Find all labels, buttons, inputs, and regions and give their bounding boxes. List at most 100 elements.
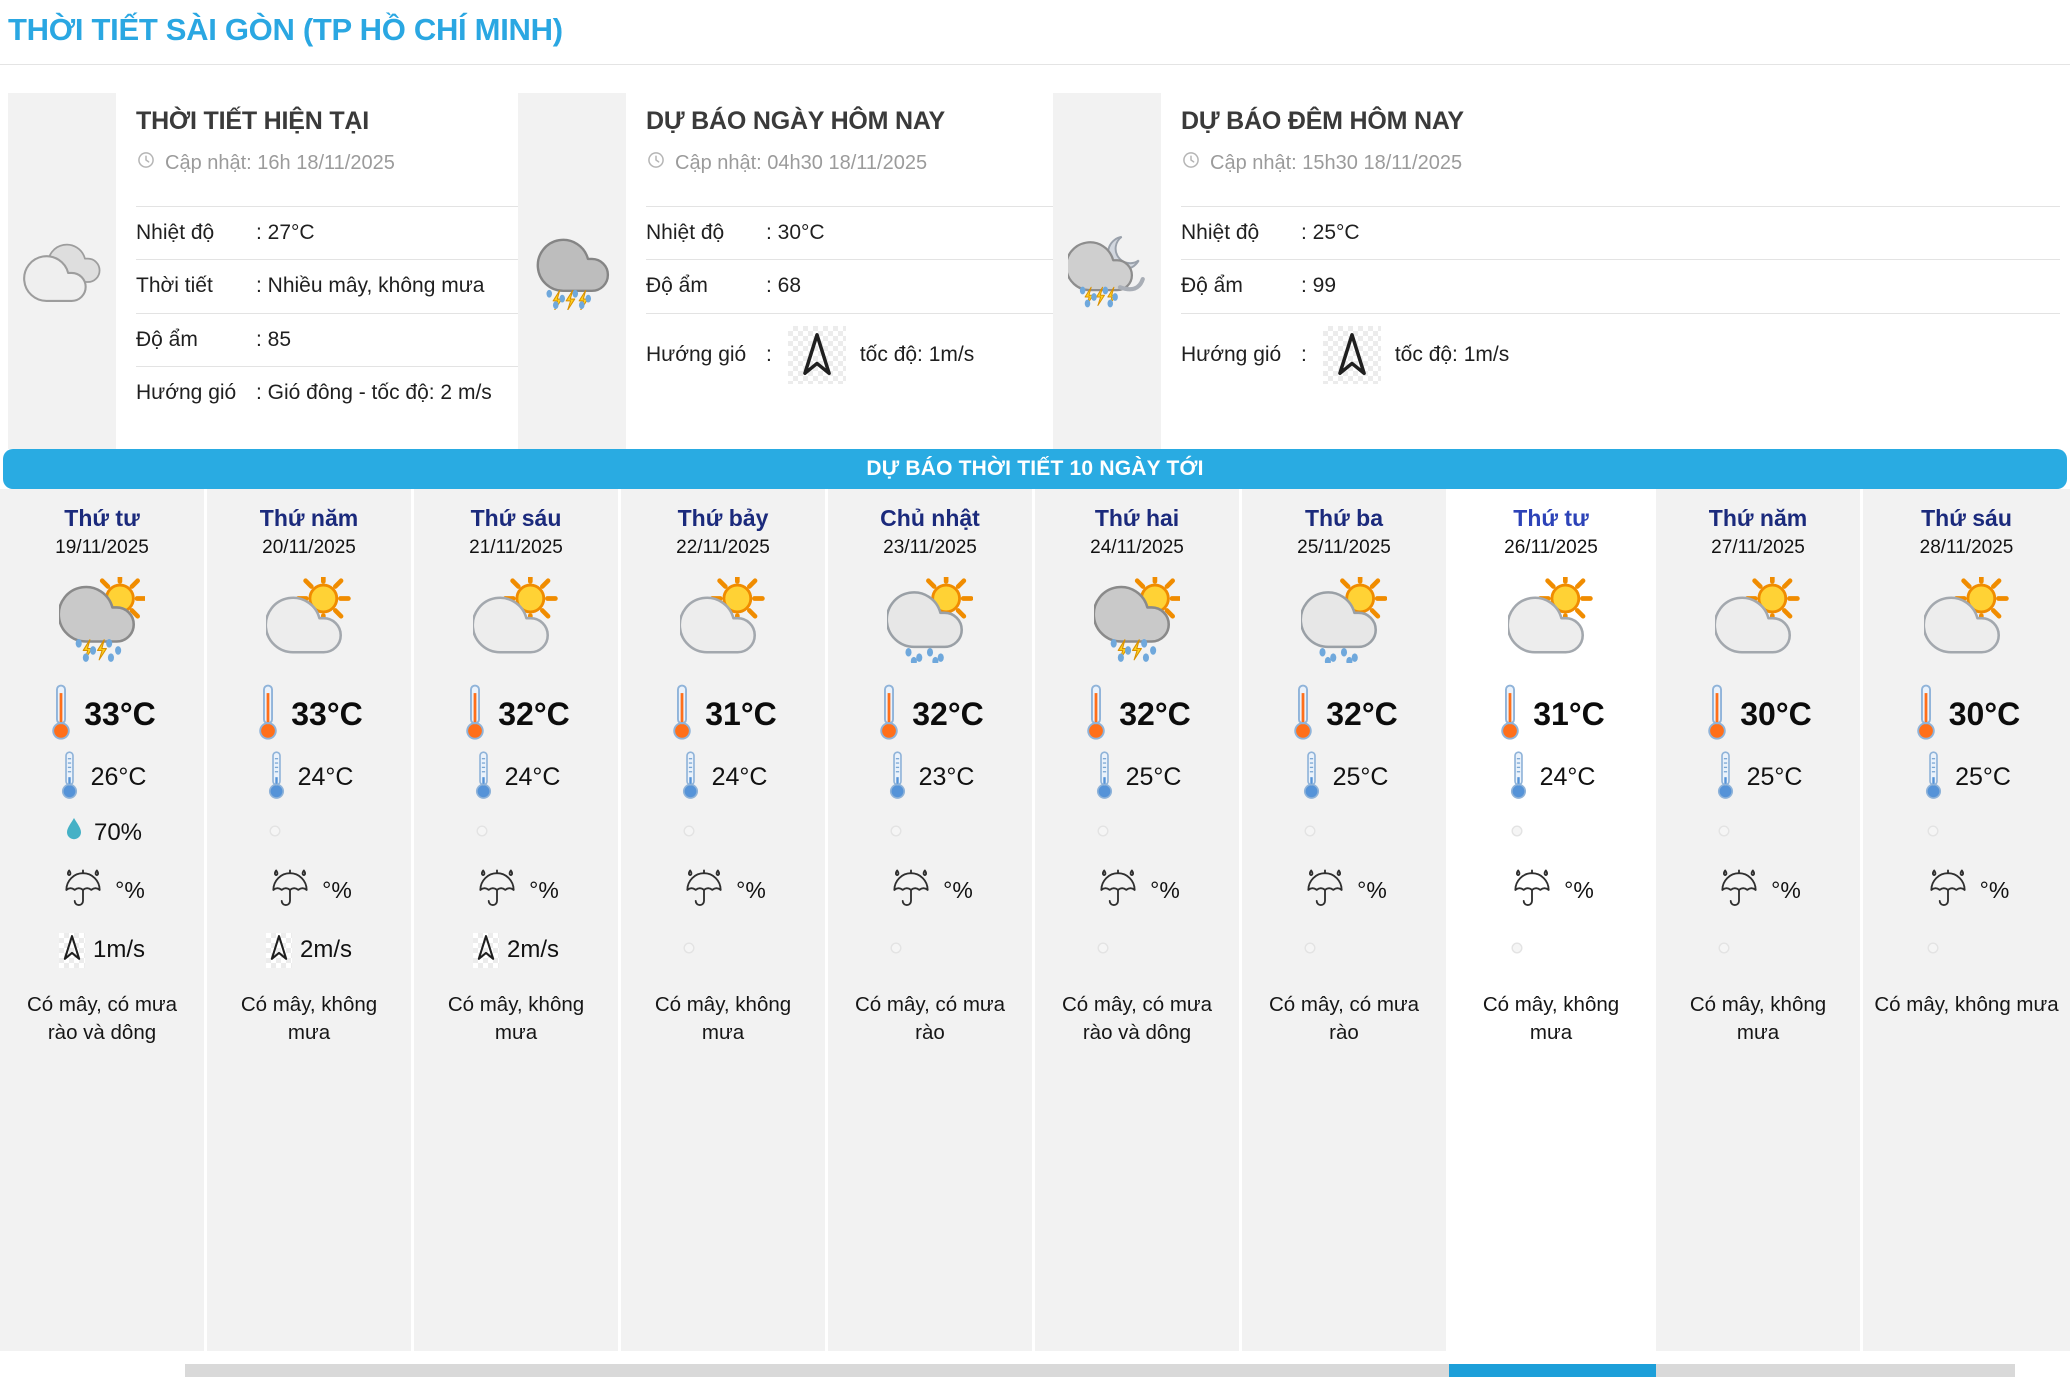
low-temp: 24°C — [1539, 762, 1596, 791]
day-date: 28/11/2025 — [1919, 537, 2014, 558]
high-temp: 33°C — [84, 695, 156, 732]
day-column[interactable]: Thứ bảy 22/11/2025 31°C 24°C °% Có mây, … — [621, 489, 828, 1351]
day-name: Thứ tư — [1513, 505, 1589, 531]
rain-probability-row: °% — [473, 859, 559, 921]
weather-icon — [1923, 559, 2010, 681]
wind-row: 1m/s — [58, 921, 145, 979]
wind-row — [1926, 921, 1948, 979]
day-column[interactable]: Thứ năm 27/11/2025 30°C 25°C °% Có mây, … — [1656, 489, 1863, 1351]
wind-arrow-icon — [58, 932, 85, 968]
high-temp: 31°C — [1533, 695, 1605, 732]
wind-arrow-icon — [1717, 941, 1731, 960]
day-column[interactable]: Thứ sáu 21/11/2025 32°C 24°C °% 2m/s Có … — [414, 489, 621, 1351]
low-temp-row: 24°C — [265, 747, 353, 807]
low-temp: 25°C — [1332, 762, 1389, 791]
day-column[interactable]: Thứ tư 19/11/2025 33°C 26°C 70% °% 1m/s … — [0, 489, 207, 1351]
high-temp: 30°C — [1740, 695, 1812, 732]
clock-icon — [136, 150, 156, 176]
day-description: Có mây, không mưa — [654, 993, 792, 1044]
wind-arrow-icon — [682, 941, 696, 960]
weather-row: Độ ẩm : 68 — [646, 259, 1053, 312]
day-column[interactable]: Thứ năm 20/11/2025 33°C 24°C °% 2m/s Có … — [207, 489, 414, 1351]
rain-probability: °% — [1357, 876, 1387, 903]
thermometer-low-icon — [1922, 750, 1945, 805]
clock-icon — [646, 150, 666, 176]
umbrella-icon — [680, 864, 728, 917]
wind-row — [1510, 921, 1532, 979]
panel-today-forecast: DỰ BÁO NGÀY HÔM NAY Cập nhật: 04h30 18/1… — [518, 93, 1053, 449]
day-date: 23/11/2025 — [883, 537, 977, 558]
low-temp-row: 25°C — [1300, 747, 1389, 807]
rain-probability: °% — [1150, 876, 1180, 903]
weather-icon — [266, 559, 352, 681]
high-temp-row: 32°C — [876, 681, 984, 747]
rain-probability-row: °% — [266, 859, 352, 921]
day-column[interactable]: Thứ hai 24/11/2025 32°C 25°C °% Có mây, … — [1035, 489, 1242, 1351]
low-temp: 24°C — [504, 762, 561, 791]
weather-row: Nhiệt độ : 27°C — [136, 206, 518, 259]
thermometer-low-icon — [265, 750, 288, 805]
wind-direction-icon — [1322, 325, 1381, 384]
thermometer-low-icon — [1093, 750, 1116, 805]
high-temp: 32°C — [1119, 695, 1191, 732]
droplet-icon — [1096, 824, 1110, 843]
wind-arrow-icon — [1096, 941, 1110, 960]
weather-icon — [1715, 559, 1801, 681]
weather-icon — [887, 559, 973, 681]
thermometer-low-icon — [1507, 750, 1530, 805]
rain-probability: °% — [1979, 876, 2010, 903]
low-temp-row: 26°C — [58, 747, 146, 807]
page-title: THỜI TIẾT SÀI GÒN (TP HỒ CHÍ MINH) — [8, 12, 563, 47]
rain-probability: °% — [322, 876, 352, 903]
tonight-weather-icon — [1053, 93, 1161, 449]
humidity-row — [475, 807, 497, 859]
update-time: Cập nhật: 16h 18/11/2025 — [136, 150, 518, 176]
clock-icon — [1181, 150, 1201, 176]
day-date: 24/11/2025 — [1090, 537, 1184, 558]
wind-row: 2m/s — [265, 921, 352, 979]
droplet-icon — [475, 824, 489, 843]
day-column[interactable]: Thứ tư 26/11/2025 31°C 24°C °% Có mây, k… — [1449, 489, 1656, 1351]
umbrella-icon — [1924, 864, 1972, 917]
wind-row — [1096, 921, 1118, 979]
wind-row — [682, 921, 704, 979]
thermometer-high-icon — [462, 683, 488, 746]
current-weather-icon — [8, 93, 116, 449]
day-description: Có mây, có mưa rào — [854, 993, 1006, 1044]
low-temp: 25°C — [1746, 762, 1803, 791]
high-temp: 32°C — [912, 695, 984, 732]
umbrella-icon — [266, 864, 314, 917]
humidity-row — [1096, 807, 1118, 859]
weather-icon — [473, 559, 559, 681]
day-name: Thứ hai — [1094, 505, 1180, 531]
day-name: Thứ năm — [1708, 505, 1808, 531]
horizontal-scrollbar[interactable] — [185, 1364, 2015, 1377]
day-description: Có mây, có mưa rào và dông — [26, 993, 178, 1044]
thermometer-low-icon — [886, 750, 909, 805]
weather-icon — [59, 559, 145, 681]
day-name: Thứ ba — [1305, 505, 1383, 531]
day-column[interactable]: Thứ sáu 28/11/2025 30°C 25°C °% Có mây, … — [1863, 489, 2070, 1351]
day-name: Thứ năm — [259, 505, 359, 531]
rain-probability-row: °% — [1924, 859, 2010, 921]
umbrella-icon — [1715, 864, 1763, 917]
umbrella-icon — [473, 864, 521, 917]
rain-probability-row: °% — [1301, 859, 1387, 921]
high-temp-row: 31°C — [1497, 681, 1605, 747]
thermometer-high-icon — [1290, 683, 1316, 746]
humidity-row — [1717, 807, 1739, 859]
wind-arrow-icon — [1510, 941, 1524, 960]
rain-probability-row: °% — [1094, 859, 1180, 921]
weather-icon — [1301, 559, 1387, 681]
high-temp: 33°C — [291, 695, 363, 732]
day-column[interactable]: Chủ nhật 23/11/2025 32°C 23°C °% Có mây,… — [828, 489, 1035, 1351]
thermometer-high-icon — [876, 683, 902, 746]
low-temp-row: 24°C — [679, 747, 767, 807]
droplet-icon — [1303, 824, 1317, 843]
day-column[interactable]: Thứ ba 25/11/2025 32°C 25°C °% Có mây, c… — [1242, 489, 1449, 1351]
wind-arrow-icon — [1303, 941, 1317, 960]
weather-row: Hướng gió : Gió đông - tốc độ: 2 m/s — [136, 366, 518, 419]
scrollbar-thumb[interactable] — [1449, 1364, 1656, 1377]
summary-panels: THỜI TIẾT HIỆN TẠI Cập nhật: 16h 18/11/2… — [0, 93, 2070, 449]
high-temp-row: 33°C — [48, 681, 156, 747]
